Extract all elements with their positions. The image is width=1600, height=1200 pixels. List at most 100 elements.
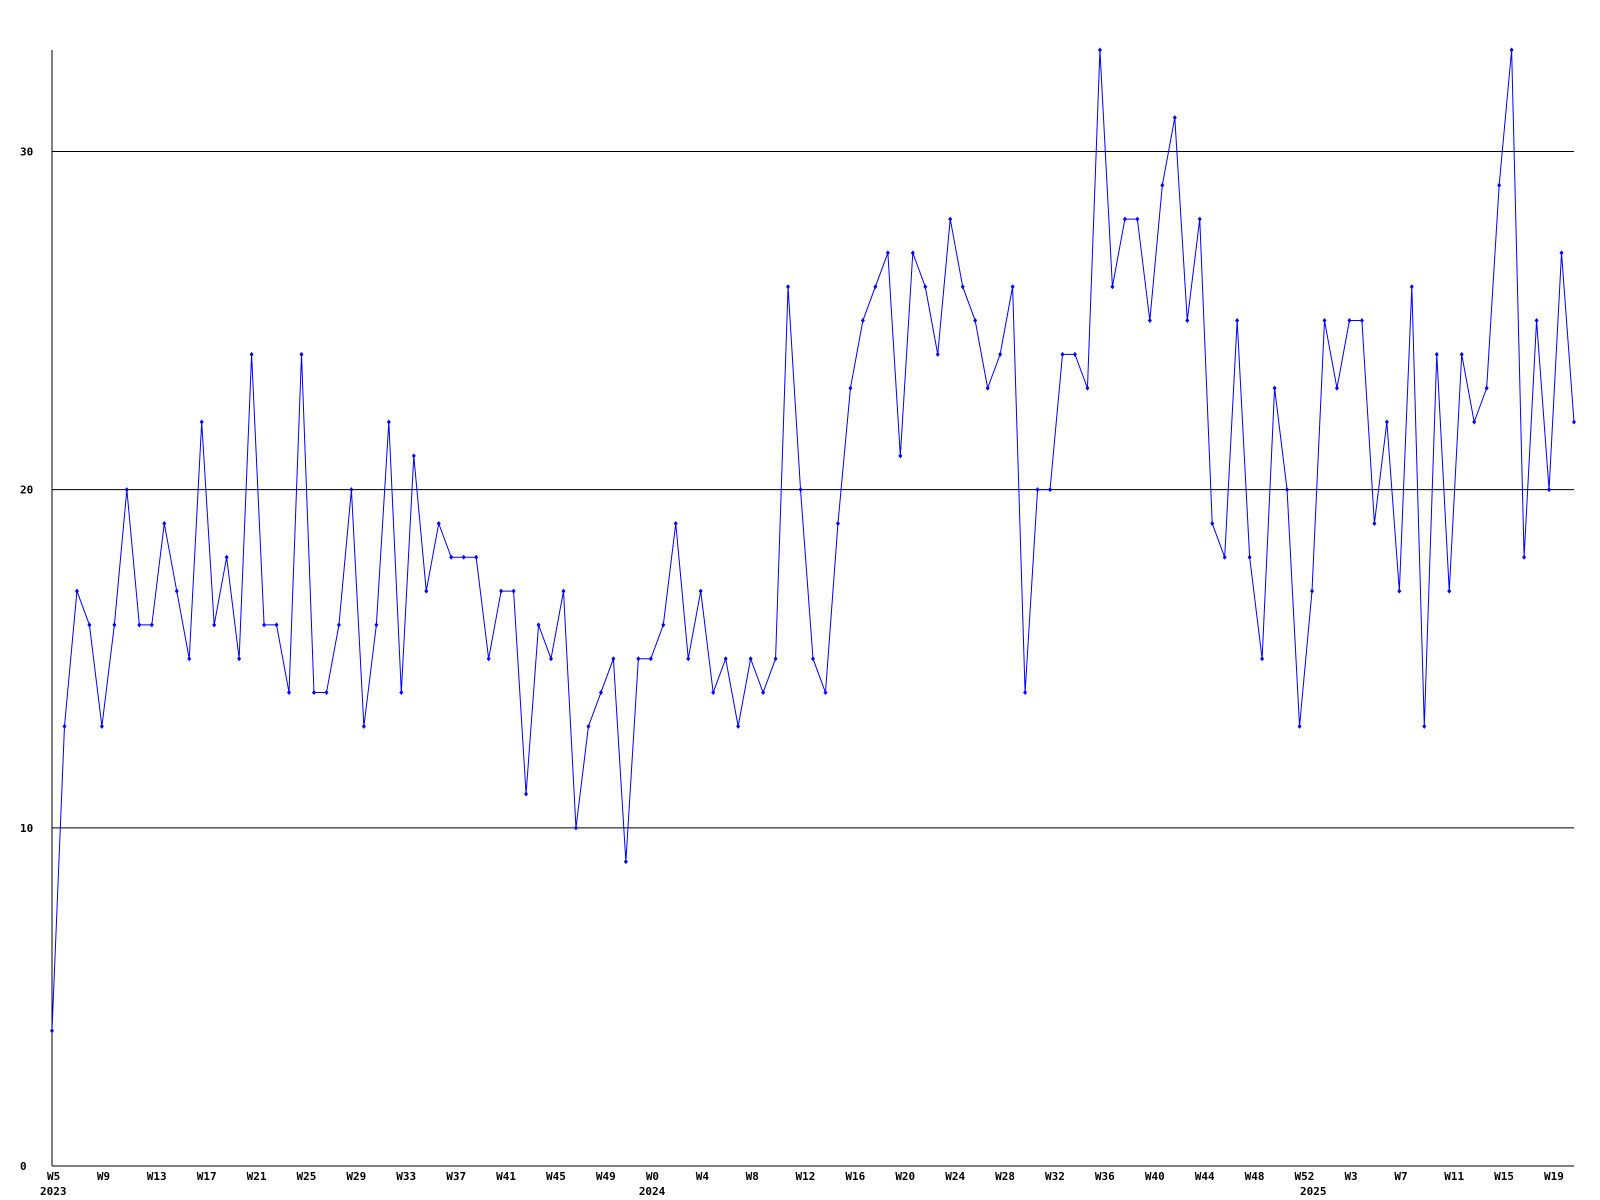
point — [1072, 351, 1077, 357]
point — [648, 656, 653, 662]
x-tick-label: W49 — [596, 1170, 616, 1183]
x-tick-label: W12 — [796, 1170, 816, 1183]
point — [1472, 419, 1477, 425]
point — [399, 690, 404, 696]
point — [536, 622, 541, 628]
x-tick-label: W33 — [396, 1170, 416, 1183]
point — [361, 723, 366, 729]
point — [187, 656, 192, 662]
point — [673, 520, 678, 526]
point — [711, 690, 716, 696]
x-tick-label: W20 — [895, 1170, 915, 1183]
point — [50, 1028, 54, 1034]
point — [848, 385, 853, 391]
point — [1409, 284, 1414, 290]
point — [835, 520, 840, 526]
x-tick-label: W28 — [995, 1170, 1015, 1183]
point — [137, 622, 142, 628]
x-group-label: 2024 — [639, 1185, 666, 1198]
point — [524, 791, 529, 797]
point — [1347, 318, 1352, 324]
point — [736, 723, 741, 729]
point — [1135, 216, 1140, 222]
point — [910, 250, 915, 256]
x-tick-label: W32 — [1045, 1170, 1065, 1183]
point — [87, 622, 92, 628]
point — [1509, 47, 1514, 53]
point — [287, 690, 292, 696]
point — [960, 284, 965, 290]
point — [386, 419, 391, 425]
point — [561, 588, 566, 594]
x-tick-label: W36 — [1095, 1170, 1115, 1183]
x-tick-label: W17 — [197, 1170, 217, 1183]
y-tick-label: 20 — [20, 484, 33, 497]
point — [262, 622, 267, 628]
x-tick-label: W19 — [1544, 1170, 1564, 1183]
point — [449, 554, 454, 560]
point — [798, 487, 803, 493]
point — [1172, 115, 1177, 121]
point — [948, 216, 953, 222]
point — [1247, 554, 1252, 560]
point — [212, 622, 217, 628]
point — [324, 690, 329, 696]
point — [1359, 318, 1364, 324]
point — [998, 351, 1003, 357]
point — [1060, 351, 1065, 357]
point — [499, 588, 504, 594]
x-tick-label: W52 — [1295, 1170, 1315, 1183]
point — [1048, 487, 1053, 493]
y-tick-label: 10 — [20, 822, 33, 835]
x-tick-label: W9 — [97, 1170, 110, 1183]
point — [1497, 182, 1502, 188]
point — [424, 588, 429, 594]
point — [1372, 520, 1377, 526]
point — [923, 284, 928, 290]
point — [748, 656, 753, 662]
point — [611, 656, 616, 662]
point — [349, 487, 354, 493]
point — [773, 656, 778, 662]
point — [661, 622, 666, 628]
point — [1534, 318, 1539, 324]
point — [274, 622, 279, 628]
point — [461, 554, 466, 560]
point — [698, 588, 703, 594]
x-tick-label: W41 — [496, 1170, 516, 1183]
point — [1197, 216, 1202, 222]
point — [474, 554, 479, 560]
point — [1397, 588, 1402, 594]
point — [511, 588, 516, 594]
point — [162, 520, 167, 526]
point — [1210, 520, 1215, 526]
x-tick-label: W4 — [696, 1170, 710, 1183]
point — [1559, 250, 1564, 256]
point — [112, 622, 117, 628]
point — [1285, 487, 1290, 493]
point — [486, 656, 491, 662]
x-tick-label: W15 — [1494, 1170, 1514, 1183]
x-tick-label: W45 — [546, 1170, 566, 1183]
x-tick-label: W40 — [1145, 1170, 1165, 1183]
x-tick-label: W13 — [147, 1170, 167, 1183]
point — [374, 622, 379, 628]
point — [636, 656, 641, 662]
x-tick-label: W7 — [1394, 1170, 1407, 1183]
point — [99, 723, 104, 729]
x-tick-label: W44 — [1195, 1170, 1215, 1183]
point — [1222, 554, 1227, 560]
point — [1547, 487, 1552, 493]
point — [935, 351, 940, 357]
point — [761, 690, 766, 696]
point — [311, 690, 316, 696]
point — [237, 656, 242, 662]
point — [1160, 182, 1165, 188]
point — [1434, 351, 1439, 357]
point — [573, 825, 578, 831]
point — [199, 419, 204, 425]
point — [786, 284, 791, 290]
point — [1522, 554, 1527, 560]
point — [436, 520, 441, 526]
x-tick-label: W0 — [646, 1170, 659, 1183]
